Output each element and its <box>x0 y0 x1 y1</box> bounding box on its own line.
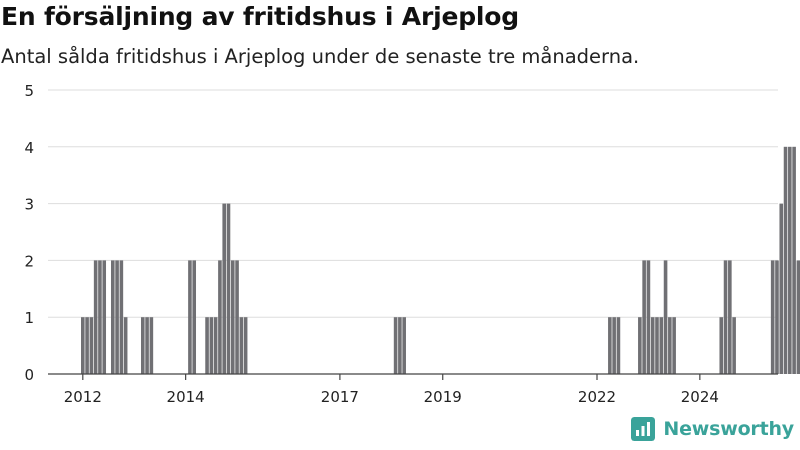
bar <box>222 203 227 374</box>
bar <box>119 260 124 374</box>
bar <box>775 260 779 374</box>
bar <box>98 260 102 374</box>
bar <box>209 317 214 374</box>
x-axis: 2012 2014 2017 2019 2022 2024 <box>48 373 778 406</box>
bar <box>81 317 85 374</box>
bar <box>235 260 239 374</box>
bar <box>732 317 736 374</box>
bar <box>638 317 642 374</box>
bar <box>230 260 235 374</box>
bar <box>650 317 655 374</box>
x-tick-label: 2019 <box>424 388 462 406</box>
bar <box>243 317 248 374</box>
bar <box>770 260 775 374</box>
chart-subtitle: Antal sålda fritidshus i Arjeplog under … <box>1 45 640 68</box>
bar-series <box>81 146 800 374</box>
y-tick-label: 0 <box>24 366 34 384</box>
bar <box>646 260 651 374</box>
bar <box>213 317 218 374</box>
bar <box>188 260 192 374</box>
bar <box>642 260 646 374</box>
bar <box>655 317 659 374</box>
chart-title: En försäljning av fritidshus i Arjeplog <box>1 2 519 31</box>
brand-name: Newsworthy <box>663 418 794 440</box>
x-tick-label: 2014 <box>167 388 205 406</box>
bar <box>218 260 222 374</box>
bar <box>145 317 149 374</box>
bar <box>398 317 402 374</box>
x-tick-label: 2012 <box>64 388 102 406</box>
bar <box>663 260 668 374</box>
bar <box>149 317 154 374</box>
bar <box>226 203 231 374</box>
bar <box>205 317 209 374</box>
bar <box>796 260 800 374</box>
bar <box>723 260 728 374</box>
bar <box>192 260 197 374</box>
bar <box>608 317 612 374</box>
x-tick-label: 2024 <box>681 388 719 406</box>
bar <box>102 260 107 374</box>
bar <box>612 317 616 374</box>
bar <box>792 146 796 374</box>
x-tick-label: 2017 <box>321 388 359 406</box>
newsworthy-logo[interactable]: Newsworthy <box>631 417 794 441</box>
bar <box>783 146 788 374</box>
bar <box>123 317 128 374</box>
bar <box>393 317 398 374</box>
y-tick-label: 2 <box>24 252 34 270</box>
bar <box>788 146 792 374</box>
bar <box>239 317 244 374</box>
bar <box>93 260 98 374</box>
bar <box>110 260 115 374</box>
bar <box>728 260 732 374</box>
bar <box>402 317 406 374</box>
bar <box>719 317 724 374</box>
bar <box>659 317 664 374</box>
y-tick-label: 4 <box>24 139 34 157</box>
bar <box>85 317 89 374</box>
y-axis: 0 1 2 3 4 5 <box>24 82 34 384</box>
y-tick-label: 5 <box>24 82 34 100</box>
bar <box>616 317 621 374</box>
bar <box>89 317 94 374</box>
bar <box>140 317 145 374</box>
bar <box>668 317 672 374</box>
x-tick-label: 2022 <box>578 388 616 406</box>
bar <box>779 203 784 374</box>
bar <box>672 317 676 374</box>
bar <box>115 260 119 374</box>
y-tick-label: 1 <box>24 309 34 327</box>
bar-chart-icon <box>631 417 656 441</box>
y-gridlines <box>48 89 778 318</box>
y-tick-label: 3 <box>24 196 34 214</box>
